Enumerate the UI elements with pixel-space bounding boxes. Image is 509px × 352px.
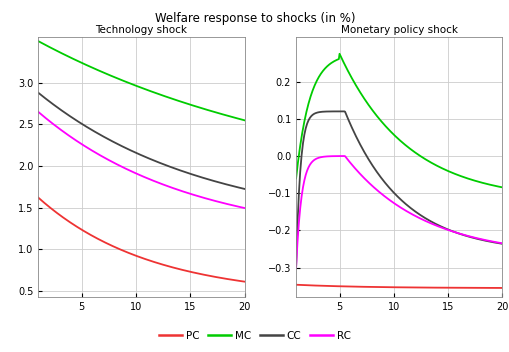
Text: Welfare response to shocks (in %): Welfare response to shocks (in %) [154, 12, 355, 25]
Legend: PC, MC, CC, RC: PC, MC, CC, RC [155, 327, 354, 345]
Title: Technology shock: Technology shock [95, 25, 187, 35]
Title: Monetary policy shock: Monetary policy shock [340, 25, 457, 35]
